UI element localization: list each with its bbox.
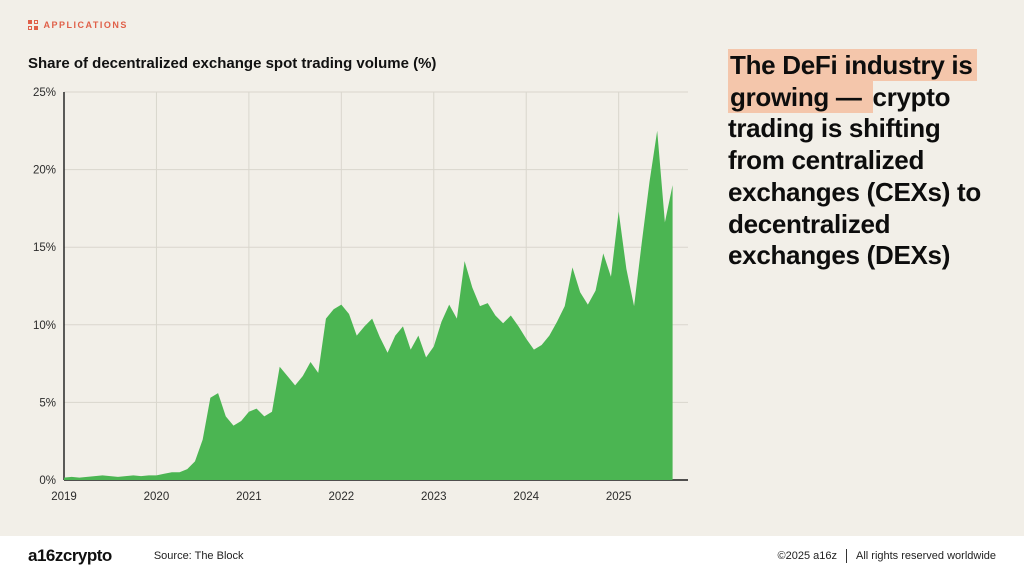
svg-text:10%: 10% bbox=[33, 320, 56, 332]
footer-right: ©2025 a16z All rights reserved worldwide bbox=[777, 549, 996, 563]
svg-text:20%: 20% bbox=[33, 165, 56, 177]
chart-area: 0% 5% 10% 15% 20% 25% 2019 2020 2021 2022 2023 2024… bbox=[22, 80, 694, 508]
svg-text:0%: 0% bbox=[39, 475, 56, 487]
rights-label: All rights reserved worldwide bbox=[856, 550, 996, 562]
dex-share-area-chart: 0% 5% 10% 15% 20% 25% 2019 2020 2021 2022 2023 2024… bbox=[33, 87, 688, 503]
svg-text:15%: 15% bbox=[33, 242, 56, 254]
svg-text:5%: 5% bbox=[39, 397, 56, 409]
headline-rest: crypto trading is shifting from centrali… bbox=[728, 81, 981, 271]
footer-bar: a16zcrypto Source: The Block ©2025 a16z … bbox=[0, 536, 1024, 576]
eyebrow-tag: APPLICATIONS bbox=[28, 20, 128, 30]
copyright-label: ©2025 a16z bbox=[777, 550, 838, 562]
apps-grid-icon bbox=[28, 20, 38, 30]
svg-text:2019: 2019 bbox=[51, 491, 77, 503]
headline-highlight: The DeFi industry is growing — bbox=[728, 49, 977, 113]
svg-text:2024: 2024 bbox=[513, 491, 539, 503]
svg-text:25%: 25% bbox=[33, 87, 56, 99]
footer-divider bbox=[846, 549, 847, 563]
chart-title: Share of decentralized exchange spot tra… bbox=[28, 55, 437, 72]
svg-text:2025: 2025 bbox=[606, 491, 632, 503]
eyebrow-label: APPLICATIONS bbox=[43, 20, 128, 30]
svg-text:2021: 2021 bbox=[236, 491, 262, 503]
a16zcrypto-logo: a16zcrypto bbox=[28, 546, 112, 565]
svg-text:2023: 2023 bbox=[421, 491, 447, 503]
svg-text:2022: 2022 bbox=[329, 491, 355, 503]
headline: The DeFi industry is growing — crypto tr… bbox=[728, 49, 996, 272]
source-label: Source: The Block bbox=[153, 550, 244, 562]
svg-text:2020: 2020 bbox=[144, 491, 170, 503]
